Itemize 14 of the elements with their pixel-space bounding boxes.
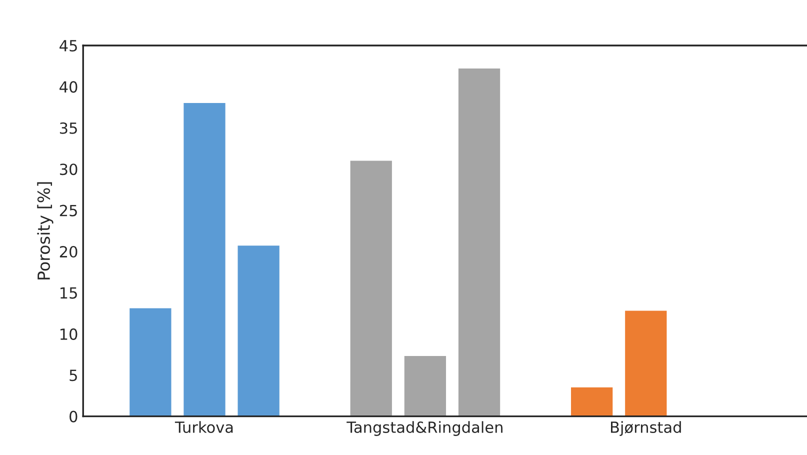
x-tick-label: Tangstad&Ringdalen <box>346 421 502 436</box>
y-tick-label: 5 <box>70 370 77 382</box>
y-tick-label: 40 <box>60 81 78 93</box>
y-tick-label: 15 <box>60 287 77 299</box>
x-tick-label: Bjørnstad <box>611 421 681 436</box>
y-axis-title: Porosity [%] <box>37 182 54 280</box>
x-tick-label: Turkova <box>174 421 233 434</box>
y-tick-label: 25 <box>60 204 77 216</box>
y-tick-label: 0 <box>70 410 78 422</box>
y-tick-label: 20 <box>60 246 78 258</box>
y-tick-label: 45 <box>60 40 77 52</box>
y-tick-label: 10 <box>60 328 78 340</box>
y-tick-label: 35 <box>60 122 77 134</box>
y-tick-label: 30 <box>60 164 78 176</box>
